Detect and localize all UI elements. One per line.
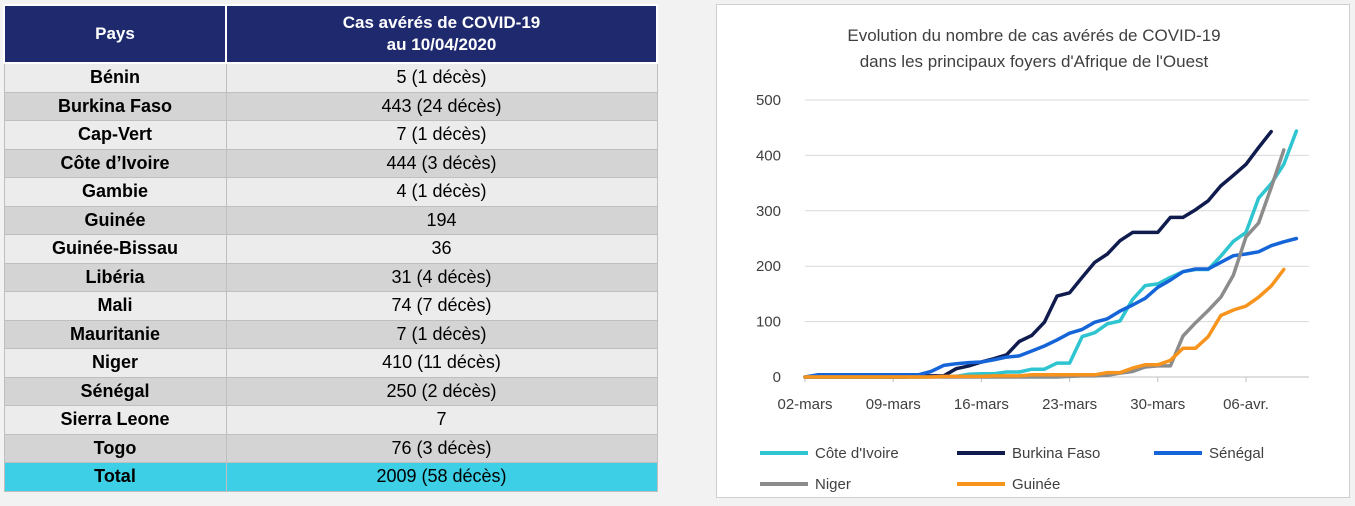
country-cell: Sierra Leone (3, 405, 227, 435)
cases-cell: 5 (1 décès) (225, 62, 658, 93)
x-tick-label: 30-mars (1130, 396, 1185, 413)
cases-cell: 74 (7 décès) (225, 291, 658, 321)
total-row: Total 2009 (58 décès) (3, 462, 658, 492)
x-tick-label: 09-mars (866, 396, 921, 413)
country-cell: Cap-Vert (3, 120, 227, 150)
country-cell: Gambie (3, 177, 227, 207)
legend-label: Guinée (1012, 476, 1060, 493)
series-line-guin-e (803, 267, 1286, 379)
header-cases-line2: au 10/04/2020 (386, 35, 497, 54)
table-row: Niger 410 (11 décès) (3, 348, 658, 378)
table-row: Sierra Leone 7 (3, 405, 658, 435)
country-cell: Mauritanie (3, 319, 227, 349)
cases-cell: 250 (2 décès) (225, 376, 658, 406)
table-row: Guinée 194 (3, 205, 658, 235)
cases-cell: 7 (225, 405, 658, 435)
table-row: Côte d’Ivoire 444 (3 décès) (3, 148, 658, 178)
country-cell: Bénin (3, 62, 227, 93)
y-tick-label: 300 (756, 203, 781, 220)
series-line-s-n-gal (803, 236, 1299, 379)
legend-label: Niger (815, 476, 851, 493)
legend-label: Burkina Faso (1012, 445, 1100, 462)
cases-table: Pays Cas avérés de COVID-19 au 10/04/202… (3, 4, 658, 492)
x-tick-label: 02-mars (777, 396, 832, 413)
table-row: Gambie 4 (1 décès) (3, 177, 658, 207)
cases-cell: 36 (225, 234, 658, 264)
country-cell: Guinée-Bissau (3, 234, 227, 264)
chart-title-line2: dans les principaux foyers d'Afrique de … (860, 52, 1209, 71)
cases-cell: 7 (1 décès) (225, 120, 658, 150)
y-tick-label: 400 (756, 147, 781, 164)
cases-cell: 31 (4 décès) (225, 262, 658, 292)
country-cell: Togo (3, 433, 227, 463)
y-tick-label: 200 (756, 258, 781, 275)
x-tick-label: 06-avr. (1223, 396, 1269, 413)
table-row: Cap-Vert 7 (1 décès) (3, 120, 658, 150)
cases-cell: 444 (3 décès) (225, 148, 658, 178)
header-country: Pays (3, 4, 227, 64)
legend-label: Côte d'Ivoire (815, 445, 899, 462)
cases-cell: 4 (1 décès) (225, 177, 658, 207)
table-row: Togo 76 (3 décès) (3, 433, 658, 463)
chart-panel: Evolution du nombre de cas avérés de COV… (716, 4, 1350, 498)
table-header-row: Pays Cas avérés de COVID-19 au 10/04/202… (3, 4, 658, 64)
country-cell: Mali (3, 291, 227, 321)
legend-label: Sénégal (1209, 445, 1264, 462)
line-chart: Evolution du nombre de cas avérés de COV… (756, 26, 1309, 493)
chart-title-line1: Evolution du nombre de cas avérés de COV… (847, 26, 1220, 45)
country-cell: Niger (3, 348, 227, 378)
series-line-burkina-faso (803, 129, 1273, 379)
cases-cell: 7 (1 décès) (225, 319, 658, 349)
table-row: Mauritanie 7 (1 décès) (3, 319, 658, 349)
total-cases: 2009 (58 décès) (225, 462, 658, 492)
table-row: Burkina Faso 443 (24 décès) (3, 91, 658, 121)
country-cell: Côte d’Ivoire (3, 148, 227, 178)
series-line-c-te-d-ivoire (803, 129, 1299, 379)
table-row: Bénin 5 (1 décès) (3, 62, 658, 93)
y-tick-label: 500 (756, 92, 781, 109)
country-cell: Burkina Faso (3, 91, 227, 121)
cases-cell: 410 (11 décès) (225, 348, 658, 378)
y-tick-label: 100 (756, 314, 781, 331)
total-label: Total (3, 462, 227, 492)
table-row: Guinée-Bissau 36 (3, 234, 658, 264)
table-body: Bénin 5 (1 décès) Burkina Faso 443 (24 déc… (3, 62, 658, 492)
cases-cell: 76 (3 décès) (225, 433, 658, 463)
x-tick-label: 23-mars (1042, 396, 1097, 413)
x-tick-label: 16-mars (954, 396, 1009, 413)
country-cell: Guinée (3, 205, 227, 235)
header-cases: Cas avérés de COVID-19 au 10/04/2020 (225, 4, 658, 64)
table-row: Sénégal 250 (2 décès) (3, 376, 658, 406)
table-row: Libéria 31 (4 décès) (3, 262, 658, 292)
y-tick-label: 0 (773, 369, 781, 386)
country-cell: Sénégal (3, 376, 227, 406)
header-cases-line1: Cas avérés de COVID-19 (342, 13, 541, 32)
cases-cell: 443 (24 décès) (225, 91, 658, 121)
country-cell: Libéria (3, 262, 227, 292)
cases-cell: 194 (225, 205, 658, 235)
table-row: Mali 74 (7 décès) (3, 291, 658, 321)
